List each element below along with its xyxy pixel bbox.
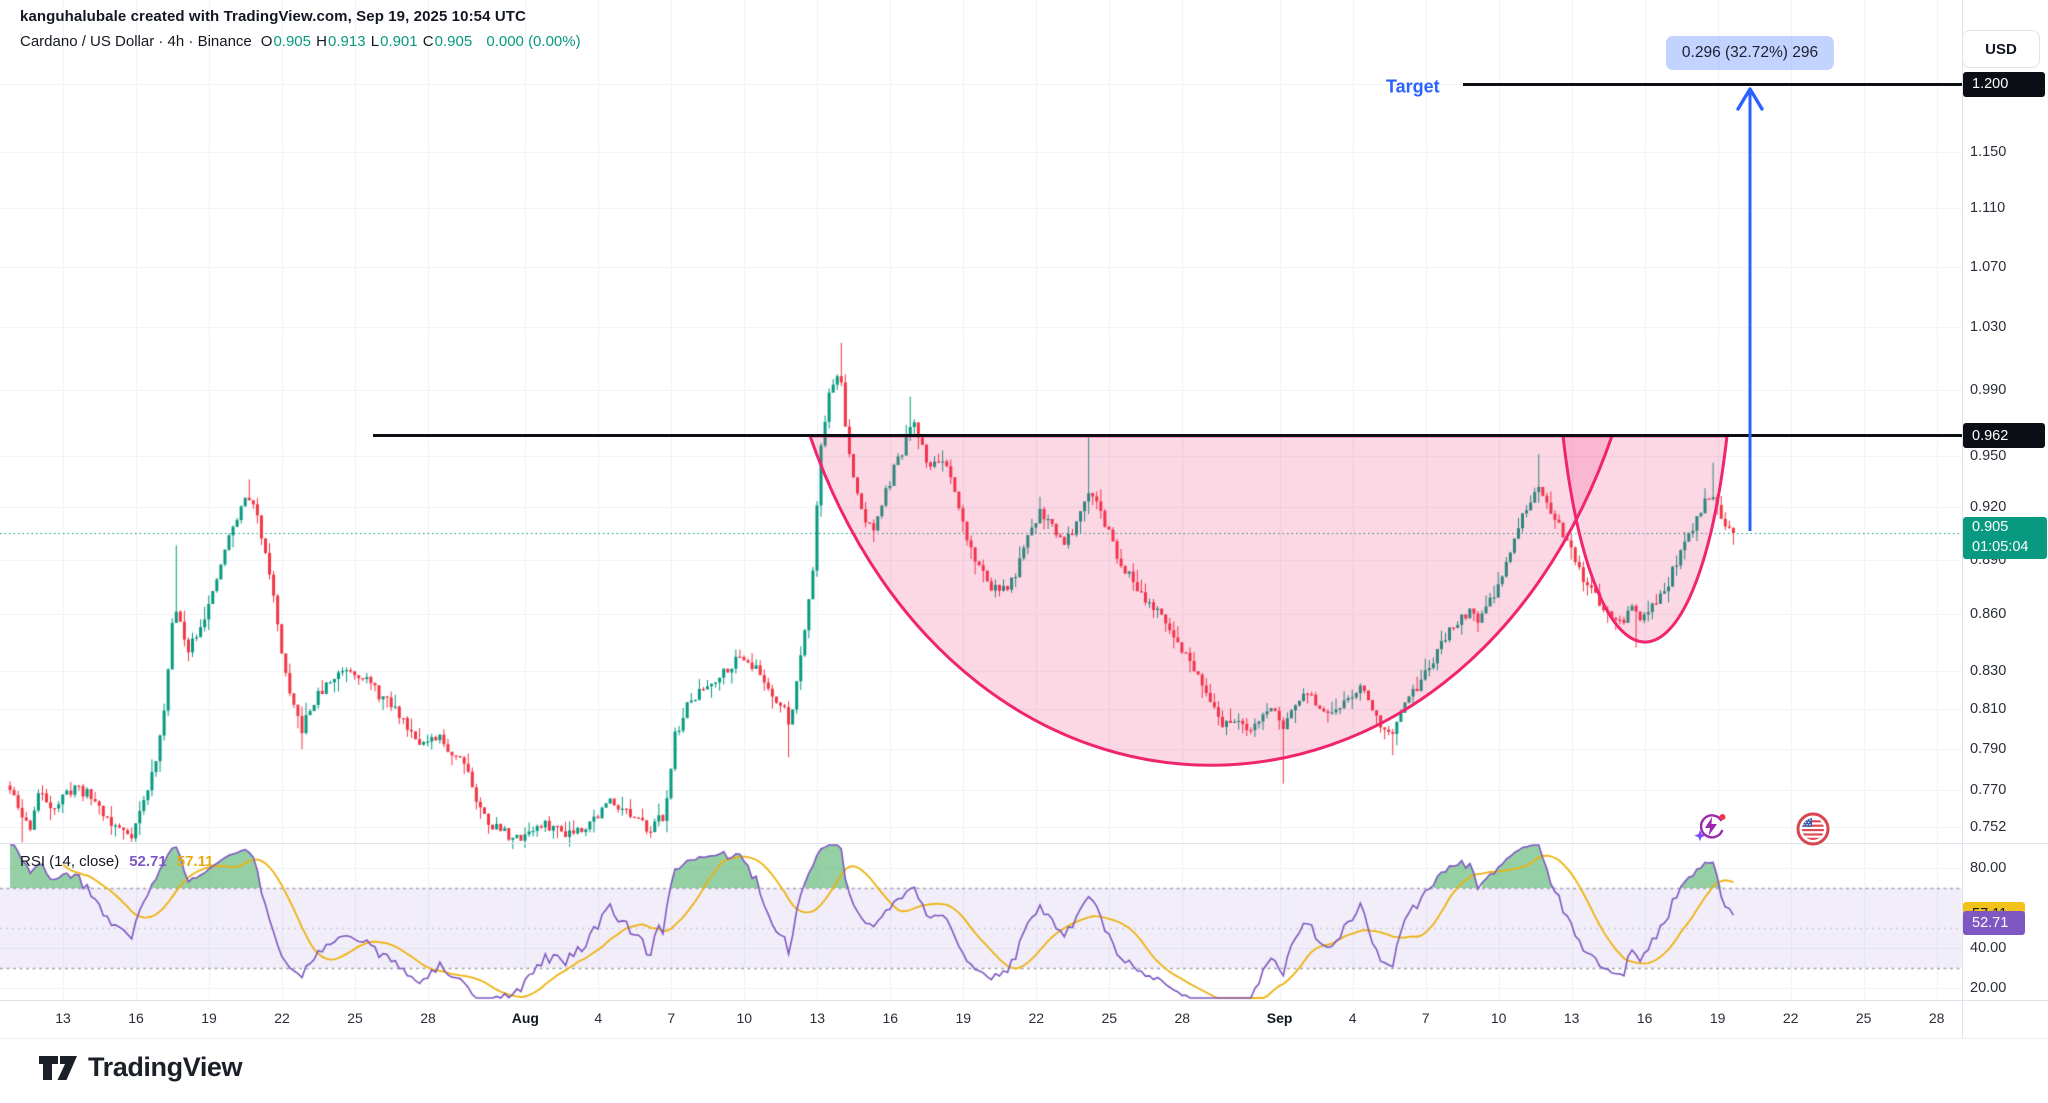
- time-tick: 22: [274, 1010, 290, 1026]
- symbol-legend: Cardano / US Dollar · 4h · Binance O 0.90…: [20, 33, 581, 50]
- time-tick: Aug: [511, 1010, 539, 1026]
- tradingview-logo-icon: [39, 1055, 77, 1080]
- tradingview-logo-text: TradingView: [88, 1052, 243, 1082]
- ohlc-c: C 0.905: [422, 33, 473, 50]
- ohlc-l: L 0.901: [370, 33, 418, 50]
- bar-countdown: 01:05:04: [1972, 539, 2029, 555]
- time-tick: Sep: [1266, 1010, 1293, 1026]
- time-tick: 10: [1490, 1010, 1507, 1026]
- price-tick: 0.860: [1970, 606, 2007, 623]
- time-tick: 25: [1101, 1010, 1118, 1026]
- target-line[interactable]: [1463, 82, 1962, 86]
- price-tick: 1.110: [1970, 200, 2006, 217]
- ai-assistant-icon[interactable]: [1694, 810, 1728, 844]
- symbol-title[interactable]: Cardano / US Dollar · 4h · Binance: [20, 33, 252, 50]
- price-tick: 0.920: [1970, 498, 2007, 515]
- price-tick: 0.752: [1970, 819, 2007, 836]
- time-tick: 13: [1563, 1010, 1580, 1026]
- time-tick: 28: [420, 1010, 436, 1026]
- time-tick: 22: [1028, 1010, 1045, 1026]
- time-tick: 16: [882, 1010, 899, 1026]
- time-tick: 10: [736, 1010, 753, 1026]
- footer-separator: [0, 1038, 2048, 1039]
- last-price-value: 0.905: [1972, 519, 2009, 536]
- rsi-tick: 20.00: [1970, 980, 2007, 996]
- ohlc-h: H 0.913: [316, 33, 366, 50]
- resistance-line[interactable]: [373, 434, 1962, 438]
- time-tick: 13: [55, 1010, 71, 1026]
- ohlc-values: O 0.905 H 0.913 L 0.901 C 0.905: [261, 33, 478, 50]
- price-tick: 0.770: [1970, 781, 2007, 798]
- target-arrow[interactable]: [1735, 82, 1765, 533]
- time-tick: 25: [1855, 1010, 1872, 1026]
- rsi-tick: 80.00: [1970, 860, 2007, 876]
- time-tick: 4: [1348, 1010, 1357, 1026]
- price-tick: 1.030: [1970, 319, 2007, 336]
- price-tick: 0.810: [1970, 701, 2007, 718]
- arrowhead-up-icon: [1736, 87, 1764, 112]
- price-tick: 0.830: [1970, 662, 2007, 679]
- time-tick: 4: [594, 1010, 603, 1026]
- time-tick: 28: [1174, 1010, 1191, 1026]
- time-tick: 19: [1709, 1010, 1726, 1026]
- pane-divider[interactable]: [0, 843, 2048, 844]
- time-axis-separator: [0, 1000, 2048, 1001]
- price-tick: 0.790: [1970, 741, 2007, 758]
- time-tick: 28: [1928, 1010, 1945, 1026]
- time-tick: 7: [667, 1010, 676, 1026]
- tradingview-logo[interactable]: TradingView: [38, 1052, 243, 1083]
- currency-unit-button[interactable]: USD: [1962, 30, 2040, 68]
- target-price-label: 1.200: [1963, 71, 2045, 97]
- us-flag-icon[interactable]: [1796, 812, 1830, 846]
- price-axis-separator[interactable]: [1962, 0, 1963, 1038]
- time-tick: 25: [347, 1010, 363, 1026]
- rsi-indicator-title[interactable]: RSI (14, close): [20, 853, 120, 870]
- time-tick: 13: [809, 1010, 826, 1026]
- rsi-ma-value: 57.11: [176, 853, 214, 870]
- target-text-annotation[interactable]: Target: [1386, 76, 1440, 97]
- price-tick: 0.990: [1970, 382, 2007, 399]
- rsi-value: 52.71: [129, 853, 167, 870]
- rsi-legend: RSI (14, close) 52.71 57.11: [20, 853, 213, 870]
- time-tick: 16: [1636, 1010, 1653, 1026]
- time-tick: 22: [1782, 1010, 1799, 1026]
- price-tick: 0.950: [1970, 447, 2007, 464]
- chart-attribution: kanguhalubale created with TradingView.c…: [20, 8, 526, 25]
- time-tick: 16: [128, 1010, 144, 1026]
- price-tick: 1.150: [1970, 144, 2007, 161]
- ohlc-o: O 0.905: [260, 33, 311, 50]
- resistance-price-label: 0.962: [1963, 423, 2045, 449]
- time-tick: 19: [955, 1010, 972, 1026]
- rsi-tick: 40.00: [1970, 940, 2007, 956]
- time-tick: 19: [201, 1010, 217, 1026]
- rsi-axis-label: 52.71: [1963, 910, 2025, 935]
- last-price-label: 0.905 01:05:04: [1963, 517, 2047, 559]
- price-tick: 1.070: [1970, 258, 2007, 275]
- price-range-measure-label: 0.296 (32.72%) 296: [1665, 36, 1835, 70]
- time-tick: 7: [1421, 1010, 1430, 1026]
- change-value: 0.000 (0.00%): [486, 33, 581, 50]
